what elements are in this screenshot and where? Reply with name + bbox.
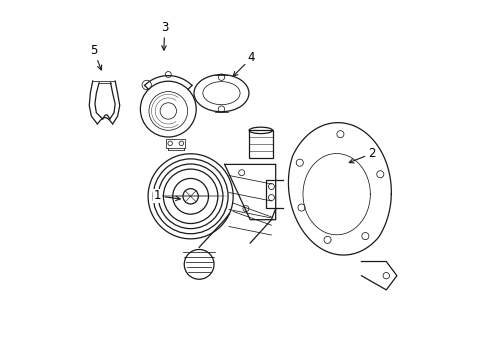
Text: 1: 1 [154,189,180,202]
Text: 4: 4 [233,51,255,76]
Text: 5: 5 [90,44,102,70]
Text: 3: 3 [161,21,168,50]
Bar [166,139,184,148]
Bar [248,130,272,158]
Text: 2: 2 [348,147,375,163]
